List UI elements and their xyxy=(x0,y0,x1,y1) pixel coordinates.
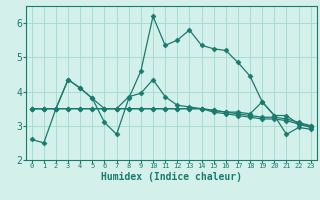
X-axis label: Humidex (Indice chaleur): Humidex (Indice chaleur) xyxy=(101,172,242,182)
